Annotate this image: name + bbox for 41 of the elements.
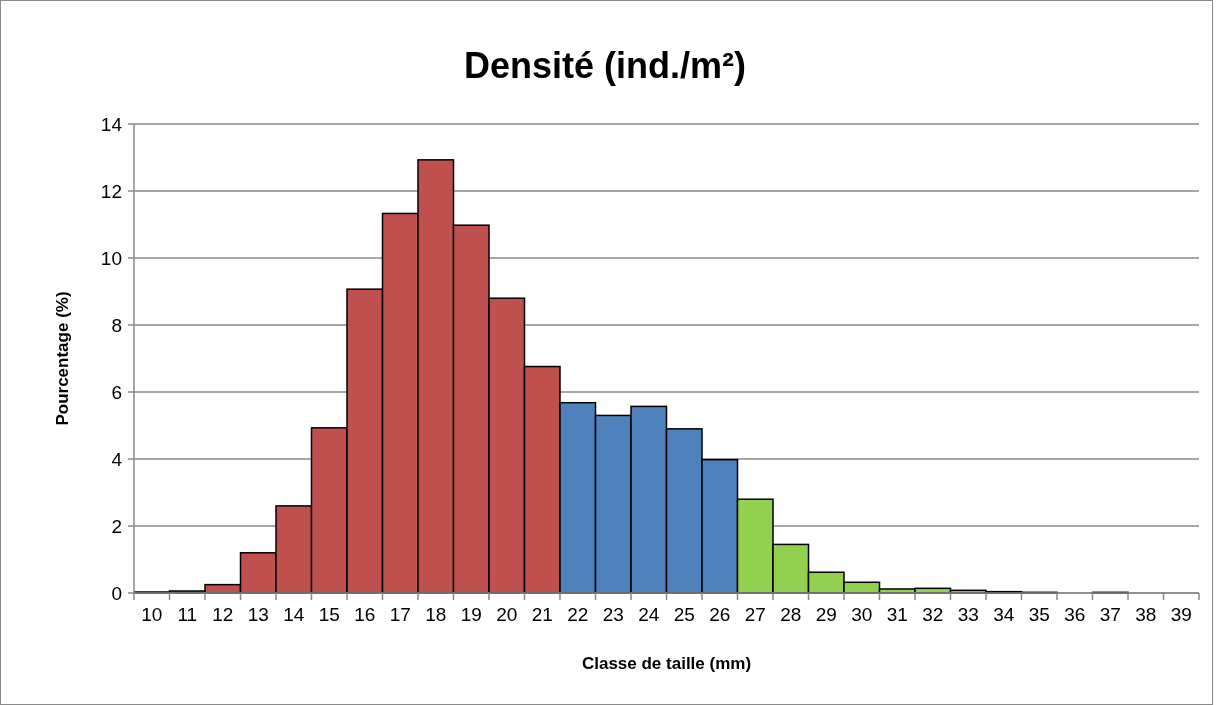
x-tick-label: 25 [673, 604, 695, 625]
y-tick-label: 2 [111, 515, 122, 537]
y-tick-label: 8 [111, 314, 122, 336]
x-tick-label: 32 [922, 604, 944, 625]
y-tick-label: 0 [111, 582, 122, 604]
x-tick-label: 19 [460, 604, 482, 625]
x-tick-label: 11 [177, 604, 198, 625]
chart-title: Densité (ind./m²) [463, 45, 747, 86]
x-tick-label: 23 [602, 604, 624, 625]
x-tick-label: 37 [1099, 604, 1121, 625]
x-tick-label: 34 [993, 604, 1015, 625]
x-tick-label: 24 [638, 604, 660, 625]
x-tick-label: 39 [1170, 604, 1192, 625]
x-tick-label: 38 [1135, 604, 1157, 625]
x-tick-label: 21 [531, 604, 553, 625]
y-tick-label: 4 [111, 448, 123, 470]
x-tick-label: 30 [851, 604, 873, 625]
x-tick-label: 31 [886, 604, 908, 625]
x-tick-label: 18 [425, 604, 447, 625]
y-axis-title: Pourcentage (%) [53, 291, 72, 426]
x-tick-label: 20 [496, 604, 518, 625]
x-tick-label: 16 [354, 604, 376, 625]
y-tick-label: 10 [100, 247, 122, 269]
x-tick-label: 13 [247, 604, 269, 625]
x-tick-label: 12 [212, 604, 234, 625]
y-tick-label: 12 [100, 180, 122, 202]
x-tick-label: 27 [744, 604, 766, 625]
x-tick-label: 33 [957, 604, 979, 625]
x-axis-title: Classe de taille (mm) [581, 654, 752, 673]
x-tick-label: 35 [1028, 604, 1050, 625]
x-tick-label: 26 [709, 604, 731, 625]
x-tick-label: 14 [283, 604, 305, 625]
x-tick-label: 10 [141, 604, 163, 625]
x-tick-label: 36 [1064, 604, 1086, 625]
y-tick-label: 6 [111, 381, 122, 403]
y-tick-label: 14 [100, 113, 123, 135]
x-tick-label: 15 [318, 604, 340, 625]
x-tick-label: 22 [567, 604, 589, 625]
x-tick-label: 28 [780, 604, 802, 625]
x-tick-label: 17 [389, 604, 411, 625]
x-tick-label: 29 [815, 604, 837, 625]
